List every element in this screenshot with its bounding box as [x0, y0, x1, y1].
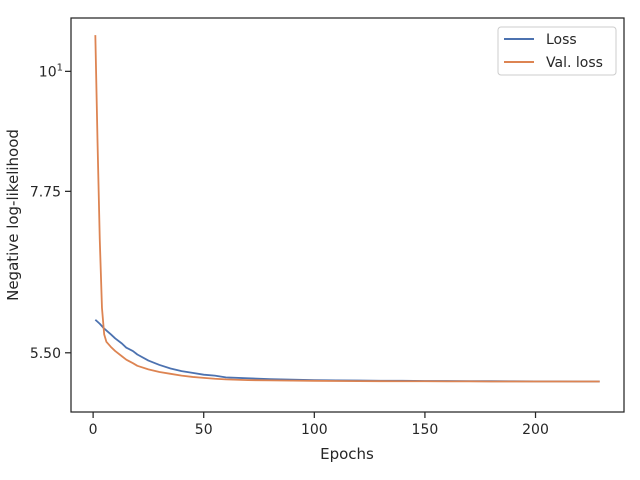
series-layer: [94, 35, 600, 383]
x-tick-label: 150: [412, 422, 439, 438]
y-axis-title: Negative log-likelihood: [4, 129, 22, 301]
plot-background: [71, 18, 624, 412]
x-axis-title: Epochs: [320, 445, 374, 463]
x-tick-label: 0: [89, 422, 98, 438]
y-tick-label: 101: [39, 62, 63, 80]
x-tick-label: 50: [195, 422, 213, 438]
legend-label-val-loss: Val. loss: [546, 55, 603, 71]
y-axis: 5.50 7.75 101: [30, 62, 71, 362]
x-axis: 0 50 100 150 200: [89, 412, 549, 438]
legend: Loss Val. loss: [497, 26, 617, 76]
y-tick-label: 5.50: [30, 346, 61, 362]
y-tick-label: 7.75: [30, 184, 61, 200]
x-tick-label: 100: [301, 422, 328, 438]
legend-label-loss: Loss: [546, 32, 577, 48]
plot-frame: [70, 17, 625, 413]
x-tick-label: 200: [522, 422, 549, 438]
series-line-val-loss: [94, 35, 600, 383]
